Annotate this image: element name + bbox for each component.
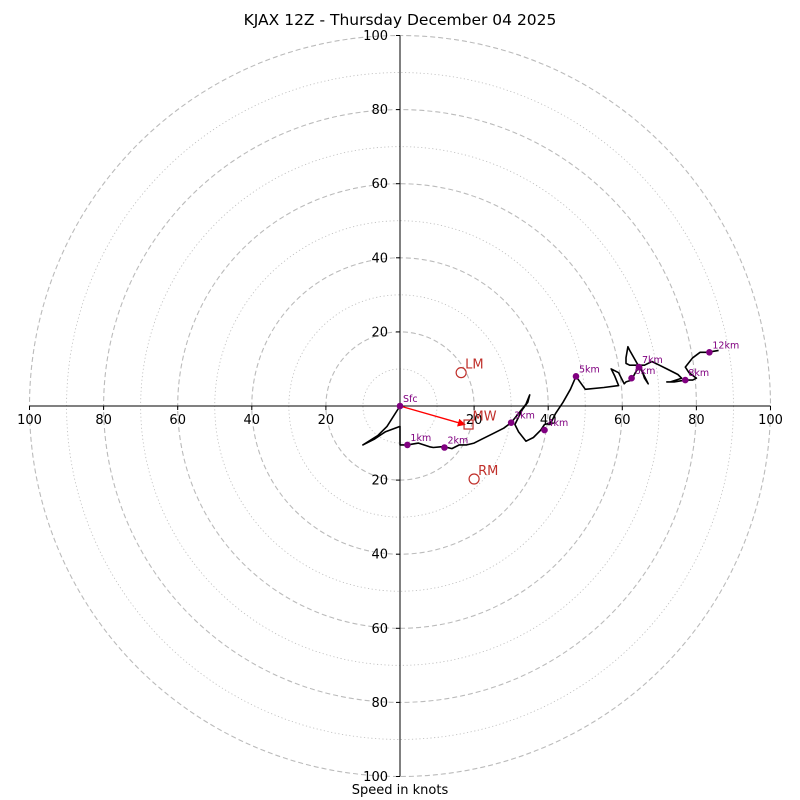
x-tick-label: 20	[318, 413, 335, 428]
height-label-5km: 5km	[579, 364, 600, 375]
y-tick-label: 60	[371, 177, 388, 192]
height-label-1km: 1km	[410, 433, 431, 444]
y-tick-label: 60	[371, 622, 388, 637]
height-marker-sfc	[396, 402, 404, 410]
storm-motion: LM RM MW	[399, 358, 498, 485]
x-tick-label: 80	[95, 413, 112, 428]
x-tick-label: 60	[169, 413, 186, 428]
storm-motion-arrow	[399, 405, 466, 427]
y-tick-label: 40	[371, 251, 388, 266]
storm-point-lm	[455, 367, 467, 379]
height-label-6km: 6km	[635, 366, 656, 377]
x-axis-label: Speed in knots	[351, 783, 449, 798]
y-tick-label: 80	[371, 696, 388, 711]
x-tick-label: 100	[17, 413, 42, 428]
height-label-8km: 8km	[688, 368, 709, 379]
storm-label-mw: MW	[473, 410, 497, 425]
height-label-3km: 3km	[514, 411, 535, 422]
storm-point-mw	[463, 419, 474, 430]
y-tick-label: 100	[363, 29, 388, 44]
x-tick-label: 20	[466, 413, 483, 428]
height-marker-2km	[441, 444, 448, 451]
height-marker-12km	[706, 348, 713, 356]
y-tick-label: 100	[363, 770, 388, 785]
chart-title: KJAX 12Z - Thursday December 04 2025	[243, 11, 557, 29]
height-marker-6km	[628, 374, 635, 382]
height-marker-3km	[507, 419, 515, 426]
y-tick-label: 40	[371, 548, 388, 563]
height-label-4km: 4km	[547, 418, 568, 429]
height-marker-7km	[635, 363, 643, 371]
storm-point-rm	[468, 473, 480, 485]
x-tick-label: 80	[688, 413, 705, 428]
x-tick-label: 60	[614, 413, 631, 428]
height-label-2km: 2km	[447, 435, 468, 446]
height-marker-1km	[404, 441, 411, 449]
storm-label-rm: RM	[478, 464, 498, 479]
y-tick-label: 80	[371, 103, 388, 118]
height-label-7km: 7km	[642, 355, 663, 366]
height-marker-5km	[572, 373, 580, 380]
storm-label-lm: LM	[465, 358, 483, 373]
x-tick-label: 40	[244, 413, 261, 428]
y-tick-label: 20	[371, 474, 388, 489]
tick-labels: 100 80 60 40 20 20 40 60 80 100100806040202040608…	[17, 29, 783, 785]
height-label-12km: 12km	[712, 340, 739, 351]
height-marker-8km	[681, 376, 689, 384]
y-tick-label: 20	[371, 325, 388, 340]
height-marker-4km	[541, 426, 548, 434]
x-tick-label: 100	[758, 413, 783, 428]
height-label-sfc: Sfc	[403, 394, 418, 405]
